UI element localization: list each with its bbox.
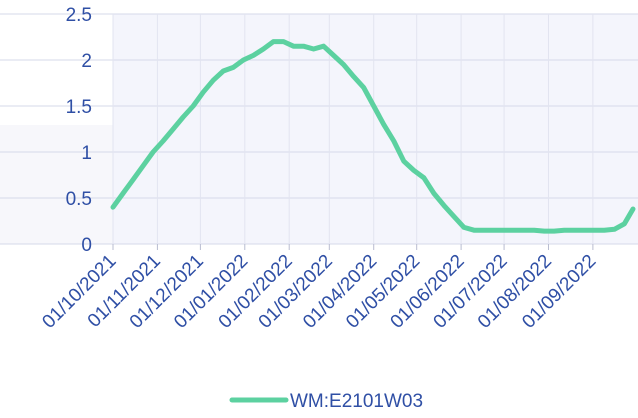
y-tick-label: 2: [81, 51, 92, 72]
series-line: [110, 39, 636, 234]
plot-area: [113, 14, 638, 244]
legend-label: WM:E2101W03: [290, 391, 423, 412]
left-panel: [0, 125, 113, 244]
y-tick-label: 2.5: [66, 5, 92, 26]
y-tick-label: 1: [81, 143, 92, 164]
y-tick-label: 0: [81, 235, 92, 256]
y-tick-label: 1.5: [66, 97, 92, 118]
y-tick-label: 0.5: [66, 189, 92, 210]
